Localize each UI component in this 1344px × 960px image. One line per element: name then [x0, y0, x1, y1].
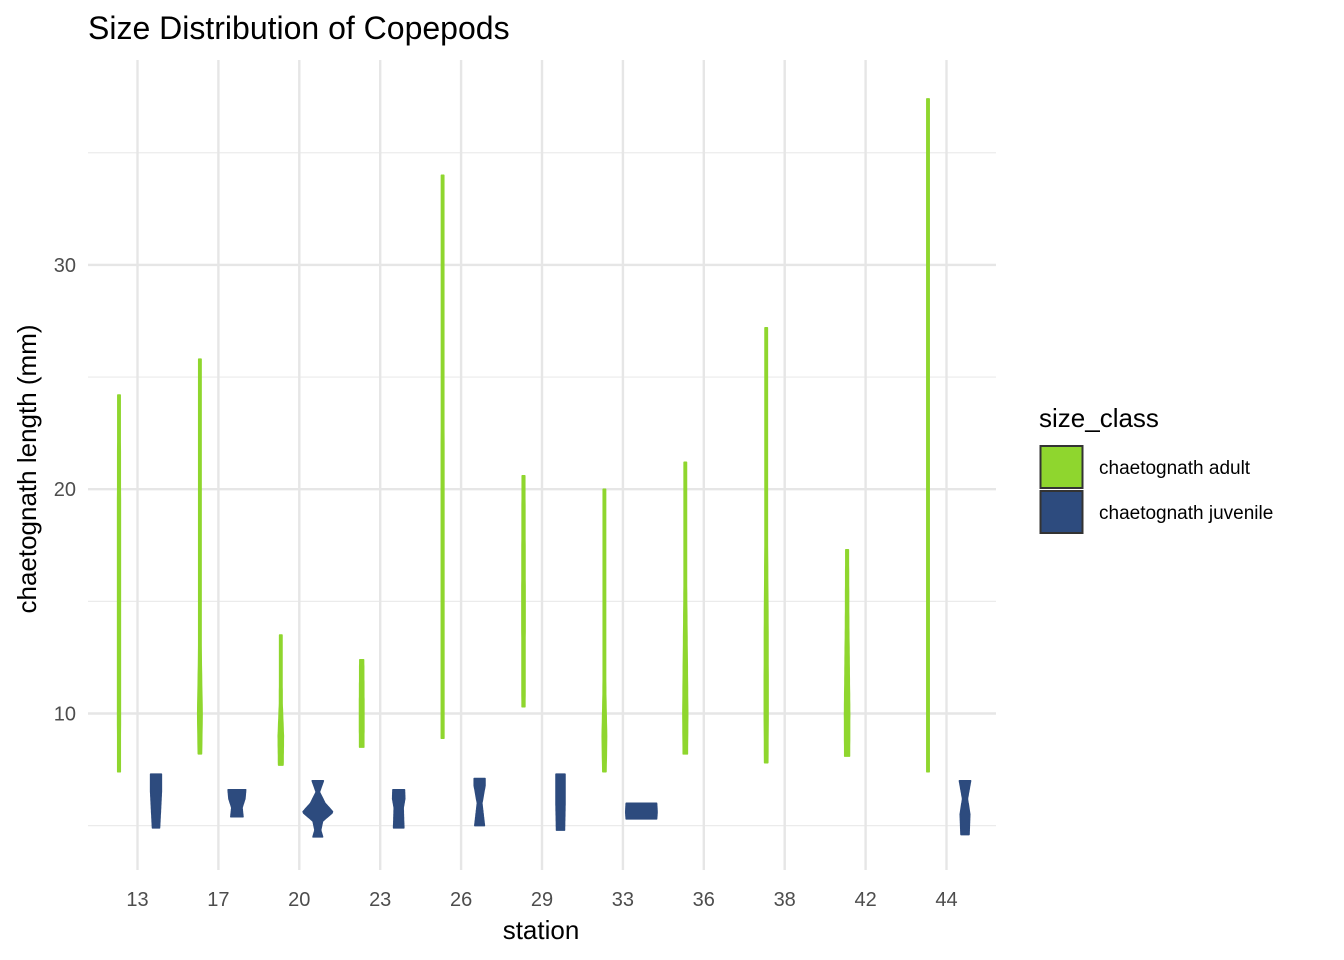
x-tick-label: 42	[854, 889, 876, 911]
legend-title: size_class	[1039, 403, 1159, 433]
legend-swatch-juvenile	[1039, 490, 1084, 534]
y-tick-label: 30	[54, 255, 76, 277]
legend-swatch-adult	[1039, 445, 1084, 489]
chart-title: Size Distribution of Copepods	[88, 10, 510, 46]
violin-marks	[116, 98, 972, 838]
legend: size_class chaetognath adult chaetognath …	[1039, 403, 1273, 534]
violin-juvenile-17	[227, 789, 247, 818]
x-tick-label: 26	[450, 889, 472, 911]
y-axis-title: chaetognath length (mm)	[12, 324, 42, 613]
legend-label-juvenile: chaetognath juvenile	[1099, 503, 1273, 524]
violin-adult-42	[843, 549, 851, 757]
x-tick-label: 17	[207, 889, 229, 911]
grid-lines	[88, 60, 996, 870]
violin-adult-44	[926, 98, 930, 773]
x-axis-title: station	[503, 915, 580, 945]
violin-adult-13	[116, 394, 122, 773]
violin-juvenile-44	[958, 780, 972, 836]
violin-adult-29	[521, 474, 526, 708]
violin-juvenile-13	[149, 773, 163, 829]
violin-juvenile-26	[473, 777, 486, 827]
x-tick-label: 29	[531, 889, 553, 911]
violin-adult-38	[763, 326, 769, 764]
violin-juvenile-29	[555, 773, 566, 831]
legend-label-adult: chaetognath adult	[1099, 458, 1251, 479]
violin-juvenile-23	[391, 789, 406, 829]
x-tick-label: 38	[774, 889, 796, 911]
violin-adult-33	[601, 488, 608, 773]
y-tick-label: 20	[54, 479, 76, 501]
violin-adult-20	[277, 634, 285, 766]
y-tick-label: 10	[54, 704, 76, 726]
axis-ticks: 10 20 30 13 17 20 23 26 29 33 36 38 42 44	[54, 255, 958, 911]
violin-adult-23	[358, 658, 365, 748]
x-tick-label: 20	[288, 889, 310, 911]
violin-adult-17	[196, 358, 203, 755]
x-tick-label: 13	[126, 889, 148, 911]
x-tick-label: 33	[612, 889, 634, 911]
violin-adult-36	[682, 461, 689, 755]
x-tick-label: 36	[693, 889, 715, 911]
violin-juvenile-33	[624, 802, 658, 820]
x-tick-label: 23	[369, 889, 391, 911]
violin-juvenile-20	[302, 780, 334, 838]
x-tick-label: 44	[935, 889, 957, 911]
violin-adult-26	[440, 174, 445, 739]
